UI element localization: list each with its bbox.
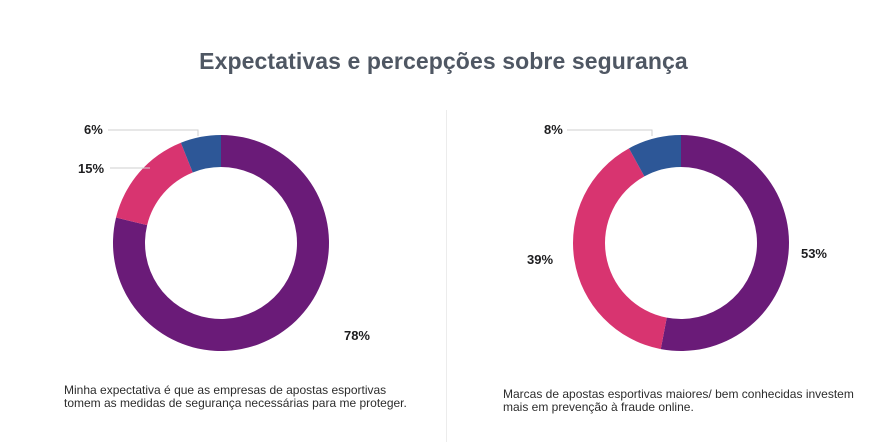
data-label: 39%	[527, 252, 553, 267]
data-label: 8%	[544, 122, 563, 137]
donut-chart-marcas: 53% 39% 8%	[527, 122, 827, 351]
leader-line	[108, 129, 199, 136]
donut-chart-expectativa: 78% 15% 6%	[78, 122, 370, 351]
data-label: 53%	[801, 246, 827, 261]
donut-slice-39pct	[573, 148, 667, 350]
leader-line	[567, 129, 653, 136]
chart-caption-expectativa: Minha expectativa é que as empresas de a…	[64, 383, 407, 410]
chart-caption-marcas: Marcas de apostas esportivas maiores/ be…	[503, 387, 854, 414]
donut-slice-8pct	[628, 135, 681, 177]
data-label: 15%	[78, 161, 104, 176]
donut-slice-78pct	[112, 135, 329, 351]
donut-slice-53pct	[660, 135, 789, 351]
page-title: Expectativas e percepções sobre seguranç…	[199, 48, 688, 74]
data-label: 78%	[344, 328, 370, 343]
chart-divider	[446, 110, 447, 442]
donut-slice-15pct	[116, 142, 193, 226]
data-label: 6%	[84, 122, 103, 137]
donut-slice-6pct	[180, 135, 221, 173]
